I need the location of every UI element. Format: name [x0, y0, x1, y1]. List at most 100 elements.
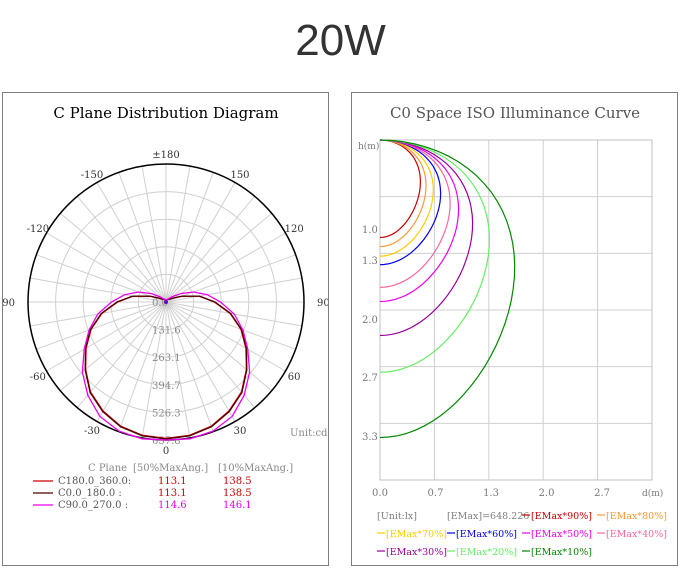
iso-legend-entry: [EMax*20%] [456, 547, 517, 558]
polar-grid-spoke [165, 232, 286, 303]
iso-curve-8 [379, 139, 516, 439]
legend-header-cell: [10%MaxAng.] [218, 463, 293, 474]
iso-legend-entry: [EMax*80%] [606, 511, 667, 522]
polar-angle-label: -30 [84, 426, 100, 437]
legend-series-name: C0.0_180.0 : [58, 488, 122, 499]
legend-series-name: C180.0_360.0: [58, 476, 131, 487]
iso-x-tick: 1.3 [483, 488, 499, 499]
polar-grid-spoke [165, 212, 273, 303]
polar-chart: C Plane Distribution Diagram ±180 150 120 90… [0, 104, 330, 511]
polar-grid-spoke [165, 182, 236, 303]
polar-angle-label: 30 [234, 426, 247, 437]
polar-grid-spoke [118, 172, 167, 303]
iso-legend-entry: [EMax*70%] [386, 529, 447, 540]
polar-grid-spoke [36, 301, 167, 350]
legend-header-cell: C Plane [88, 463, 127, 474]
legend-50pct-angle: 113.1 [158, 488, 187, 499]
legend-50pct-angle: 113.1 [158, 476, 187, 487]
iso-curve-3 [379, 139, 442, 266]
polar-grid-spoke [165, 172, 214, 303]
polar-origin-point [164, 300, 168, 304]
polar-grid-spoke [165, 301, 256, 409]
polar-grid-spoke [165, 195, 256, 303]
polar-grid-spoke [165, 166, 191, 303]
iso-y-axis-label: h(m) [358, 141, 379, 152]
page-title: 20W [295, 16, 386, 65]
legend-series-name: C90.0_270.0 : [58, 500, 128, 511]
iso-legend-entry: [EMax*50%] [531, 529, 592, 540]
iso-y-tick: 3.3 [362, 432, 378, 443]
polar-grid-spoke [59, 212, 167, 303]
iso-plot-frame [379, 139, 653, 481]
polar-series-2 [81, 291, 251, 441]
polar-radial-label: 263.1 [152, 353, 181, 364]
polar-grid-spoke [141, 166, 167, 303]
iso-y-tick: 1.0 [362, 225, 378, 236]
iso-curve-0 [379, 139, 422, 239]
polar-grid-spoke [76, 301, 167, 409]
polar-grid-spoke [96, 182, 167, 303]
polar-grid-spoke [76, 195, 167, 303]
polar-angle-label: 90 [317, 298, 328, 309]
iso-x-tick: 2.0 [539, 488, 555, 499]
iso-x-tick: 0.7 [428, 488, 444, 499]
polar-grid-spoke [165, 301, 191, 438]
polar-grid-spoke [96, 301, 167, 422]
legend-50pct-angle: 114.6 [158, 500, 187, 511]
legend-10pct-angle: 138.5 [223, 488, 252, 499]
polar-grid-spoke [165, 301, 273, 392]
iso-legend-entry: [EMax*10%] [531, 547, 592, 558]
polar-grid-spoke [141, 301, 167, 438]
polar-radial-label: 131.6 [152, 326, 181, 337]
polar-angle-label: 60 [288, 372, 301, 383]
iso-x-tick: 0.0 [372, 488, 388, 499]
iso-y-tick: 2.7 [362, 373, 378, 384]
polar-angle-label: 120 [285, 224, 304, 235]
legend-header-cell: [50%MaxAng.] [133, 463, 208, 474]
polar-radial-label: 0.0 [152, 298, 168, 309]
polar-angle-label: -120 [27, 224, 49, 235]
polar-grid-spoke [46, 232, 167, 303]
polar-chart-title: C Plane Distribution Diagram [53, 104, 278, 122]
iso-legend-entry: [EMax*60%] [456, 529, 517, 540]
iso-chart-title: C0 Space ISO Illuminance Curve [390, 104, 640, 122]
polar-radial-label: 657.8 [152, 436, 181, 447]
polar-grid-spoke [36, 254, 167, 303]
polar-grid-spoke [165, 277, 302, 303]
polar-radial-label: 394.7 [152, 381, 181, 392]
iso-legend-entry: [EMax*30%] [386, 547, 447, 558]
iso-legend-entry: [EMax*40%] [606, 529, 667, 540]
polar-grid-spoke [59, 301, 167, 392]
iso-chart-panel: C0 Space ISO Illuminance Curve h(m) d(m) 0.… [351, 92, 678, 566]
polar-angle-label: ±180 [152, 150, 179, 161]
polar-angle-label: -60 [30, 372, 46, 383]
iso-y-tick: 1.3 [362, 256, 378, 267]
iso-curve-2 [379, 139, 434, 257]
polar-grid-spoke [30, 277, 167, 303]
polar-grid-spoke [165, 301, 296, 350]
polar-angle-label: -150 [81, 170, 103, 181]
polar-grid-spoke [165, 301, 286, 372]
iso-legend-entry: [Unit:lx] [377, 511, 417, 522]
legend-10pct-angle: 146.1 [223, 500, 252, 511]
polar-grid-spoke [46, 301, 167, 372]
polar-angle-label: 150 [230, 170, 249, 181]
iso-x-tick: 2.7 [594, 488, 610, 499]
polar-grid-spoke [165, 301, 214, 432]
polar-unit-label: Unit:cd [290, 428, 328, 439]
iso-y-tick: 2.0 [362, 315, 378, 326]
polar-grid-spoke [118, 301, 167, 432]
polar-radial-label: 526.3 [152, 408, 181, 419]
iso-legend-entry: [EMax]=648.226 [447, 511, 529, 522]
iso-curve-6 [379, 139, 474, 337]
polar-grid-spoke [165, 254, 296, 303]
iso-x-axis-label: d(m) [642, 488, 663, 499]
iso-legend-entry: [EMax*90%] [531, 511, 592, 522]
legend-10pct-angle: 138.5 [223, 476, 252, 487]
polar-angle-label: 0 [163, 446, 169, 457]
polar-angle-label: -90 [3, 298, 15, 309]
iso-curve-4 [379, 139, 451, 288]
iso-curve-1 [379, 139, 427, 248]
iso-curve-7 [379, 139, 491, 373]
iso-curve-5 [379, 139, 460, 303]
